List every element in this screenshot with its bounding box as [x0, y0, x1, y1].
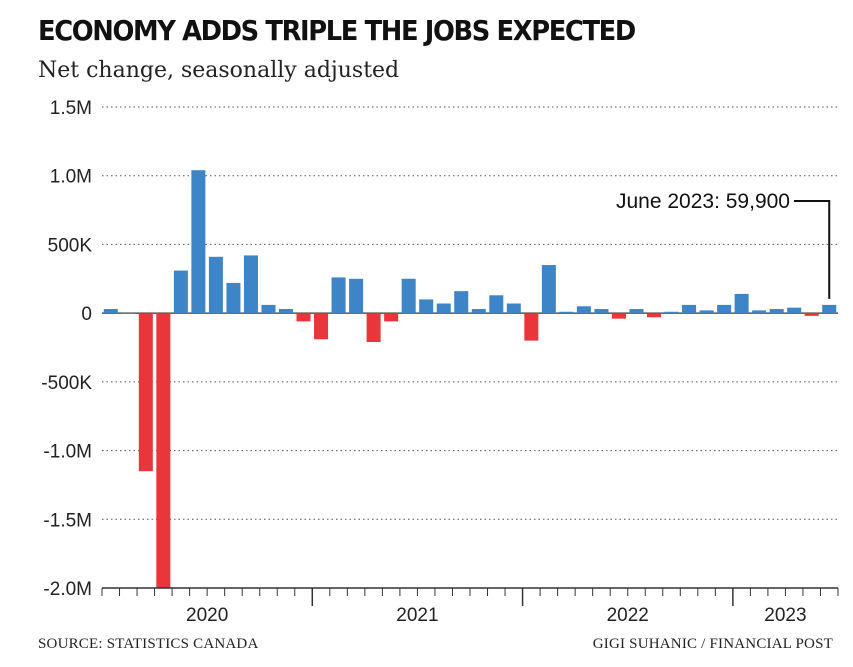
y-tick-label: -2.0M [43, 579, 92, 600]
bar-2021-01 [314, 313, 329, 340]
source-note: SOURCE: STATISTICS CANADA [38, 636, 259, 652]
bar-2022-08 [646, 313, 662, 318]
bar-2022-01 [524, 313, 539, 341]
gridlines [102, 106, 838, 520]
y-tick-label: -1.0M [43, 442, 92, 463]
bar-2020-09 [243, 255, 258, 314]
bar-2022-10 [682, 304, 697, 314]
bar-2020-07 [208, 256, 223, 314]
bar-2021-02 [331, 277, 346, 314]
y-tick-label: 1.5M [50, 98, 92, 119]
bar-2020-03 [138, 313, 153, 472]
bar-2023-02 [752, 310, 767, 314]
bar-2021-10 [471, 309, 486, 314]
y-axis-labels: 1.5M 1.0M 500K 0 -500K -1.0M -1.5M -2.0M [41, 98, 92, 600]
bar-2023-05 [804, 313, 819, 316]
bar-2020-02 [121, 313, 136, 314]
y-tick-label: 1.0M [50, 167, 92, 188]
x-tick-label: 2023 [764, 605, 806, 626]
x-tick-label: 2022 [607, 605, 649, 626]
chart-subtitle: Net change, seasonally adjusted [38, 58, 400, 83]
bar-2022-02 [541, 265, 556, 314]
bar-2023-03 [769, 309, 784, 314]
bar-2020-11 [278, 309, 294, 314]
bar-2022-11 [699, 310, 714, 314]
bar-2021-11 [489, 295, 504, 314]
bar-2020-08 [226, 282, 241, 314]
bar-2020-01 [103, 309, 118, 314]
x-axis: 2020 2021 2022 2023 [101, 587, 839, 626]
bar-2022-04 [576, 306, 591, 314]
bar-2020-04 [156, 313, 171, 588]
y-tick-label: -1.5M [43, 510, 92, 531]
bar-2021-04 [366, 313, 381, 343]
bar-2022-03 [559, 311, 574, 314]
bar-2021-12 [506, 303, 521, 314]
bar-2022-09 [664, 311, 679, 314]
bar-2022-06 [611, 313, 626, 319]
annotation: June 2023: 59,900 [616, 190, 831, 299]
bar-2021-09 [454, 291, 469, 314]
x-tick-label: 2020 [186, 605, 228, 626]
bars [103, 170, 837, 588]
bar-2021-07 [419, 299, 434, 314]
annotation-label: June 2023: 59,900 [616, 190, 790, 213]
y-tick-label: -500K [41, 373, 92, 394]
bar-2023-04 [787, 307, 802, 314]
y-tick-label: 0 [81, 304, 92, 325]
bar-2020-05 [173, 270, 188, 314]
bar-2021-08 [436, 303, 451, 314]
chart-title: ECONOMY ADDS TRIPLE THE JOBS EXPECTED [38, 14, 636, 47]
bar-2022-07 [629, 309, 644, 314]
bar-2021-06 [401, 278, 416, 314]
bar-2023-01 [734, 293, 749, 314]
bar-2021-03 [349, 278, 364, 314]
bar-2020-10 [261, 304, 276, 314]
y-tick-label: 500K [48, 235, 93, 256]
credit-note: GIGI SUHANIC / FINANCIAL POST [592, 636, 833, 652]
bar-2023-06 [822, 304, 837, 314]
bar-2022-12 [717, 304, 732, 314]
annotation-leader-line [794, 200, 831, 299]
bar-2021-05 [384, 313, 399, 322]
bar-2022-05 [594, 309, 609, 314]
bar-2020-12 [296, 313, 311, 322]
bar-2020-06 [191, 170, 206, 314]
x-tick-label: 2021 [396, 605, 438, 626]
